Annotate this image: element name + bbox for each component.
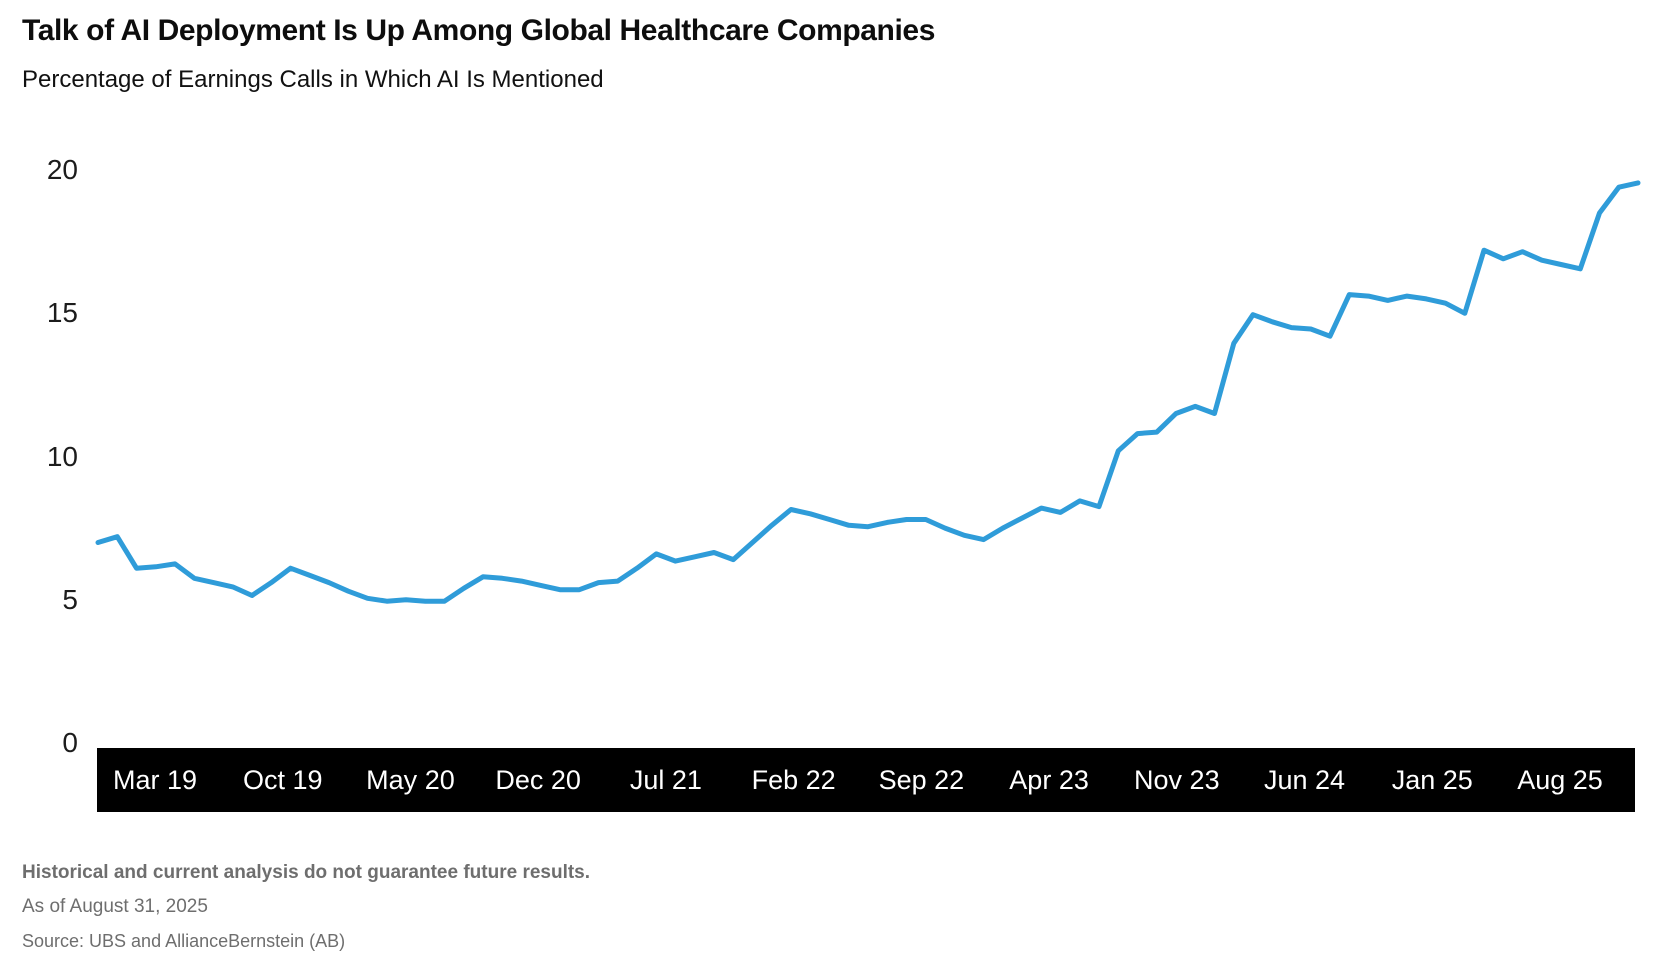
x-axis-band: Mar 19 Oct 19 May 20 Dec 20 Jul 21 Feb 22 Sep … [97, 748, 1635, 812]
chart-title: Talk of AI Deployment Is Up Among Global… [22, 14, 935, 47]
x-axis-label: May 20 [366, 765, 455, 795]
x-axis-label: Jun 24 [1263, 765, 1346, 795]
x-axis-label: Feb 22 [751, 765, 836, 795]
x-axis-label: Aug 25 [1517, 765, 1603, 795]
x-axis-label: Mar 19 [112, 765, 198, 795]
y-tick-label: 5 [62, 583, 78, 615]
x-axis-label: Jul 21 [629, 765, 702, 795]
x-axis-label: Oct 19 [242, 765, 323, 795]
y-tick-label: 10 [46, 440, 78, 472]
as-of-date: As of August 31, 2025 [22, 896, 208, 917]
x-axis-label: Sep 22 [878, 765, 965, 795]
ai-mentions-line [95, 180, 1641, 604]
x-axis-label: Nov 23 [1134, 765, 1220, 795]
x-axis-label: Apr 23 [1009, 765, 1089, 795]
chart-subtitle: Percentage of Earnings Calls in Which AI… [22, 66, 604, 93]
y-tick-label: 20 [46, 154, 78, 185]
disclaimer-text: Historical and current analysis do not g… [22, 862, 591, 883]
x-axis-label: Dec 20 [495, 765, 581, 795]
y-tick-label: 15 [46, 297, 78, 329]
x-axis-label: Jan 25 [1391, 765, 1473, 795]
y-tick-label: 0 [62, 727, 78, 758]
source-text: Source: UBS and AllianceBernstein (AB) [22, 931, 346, 951]
